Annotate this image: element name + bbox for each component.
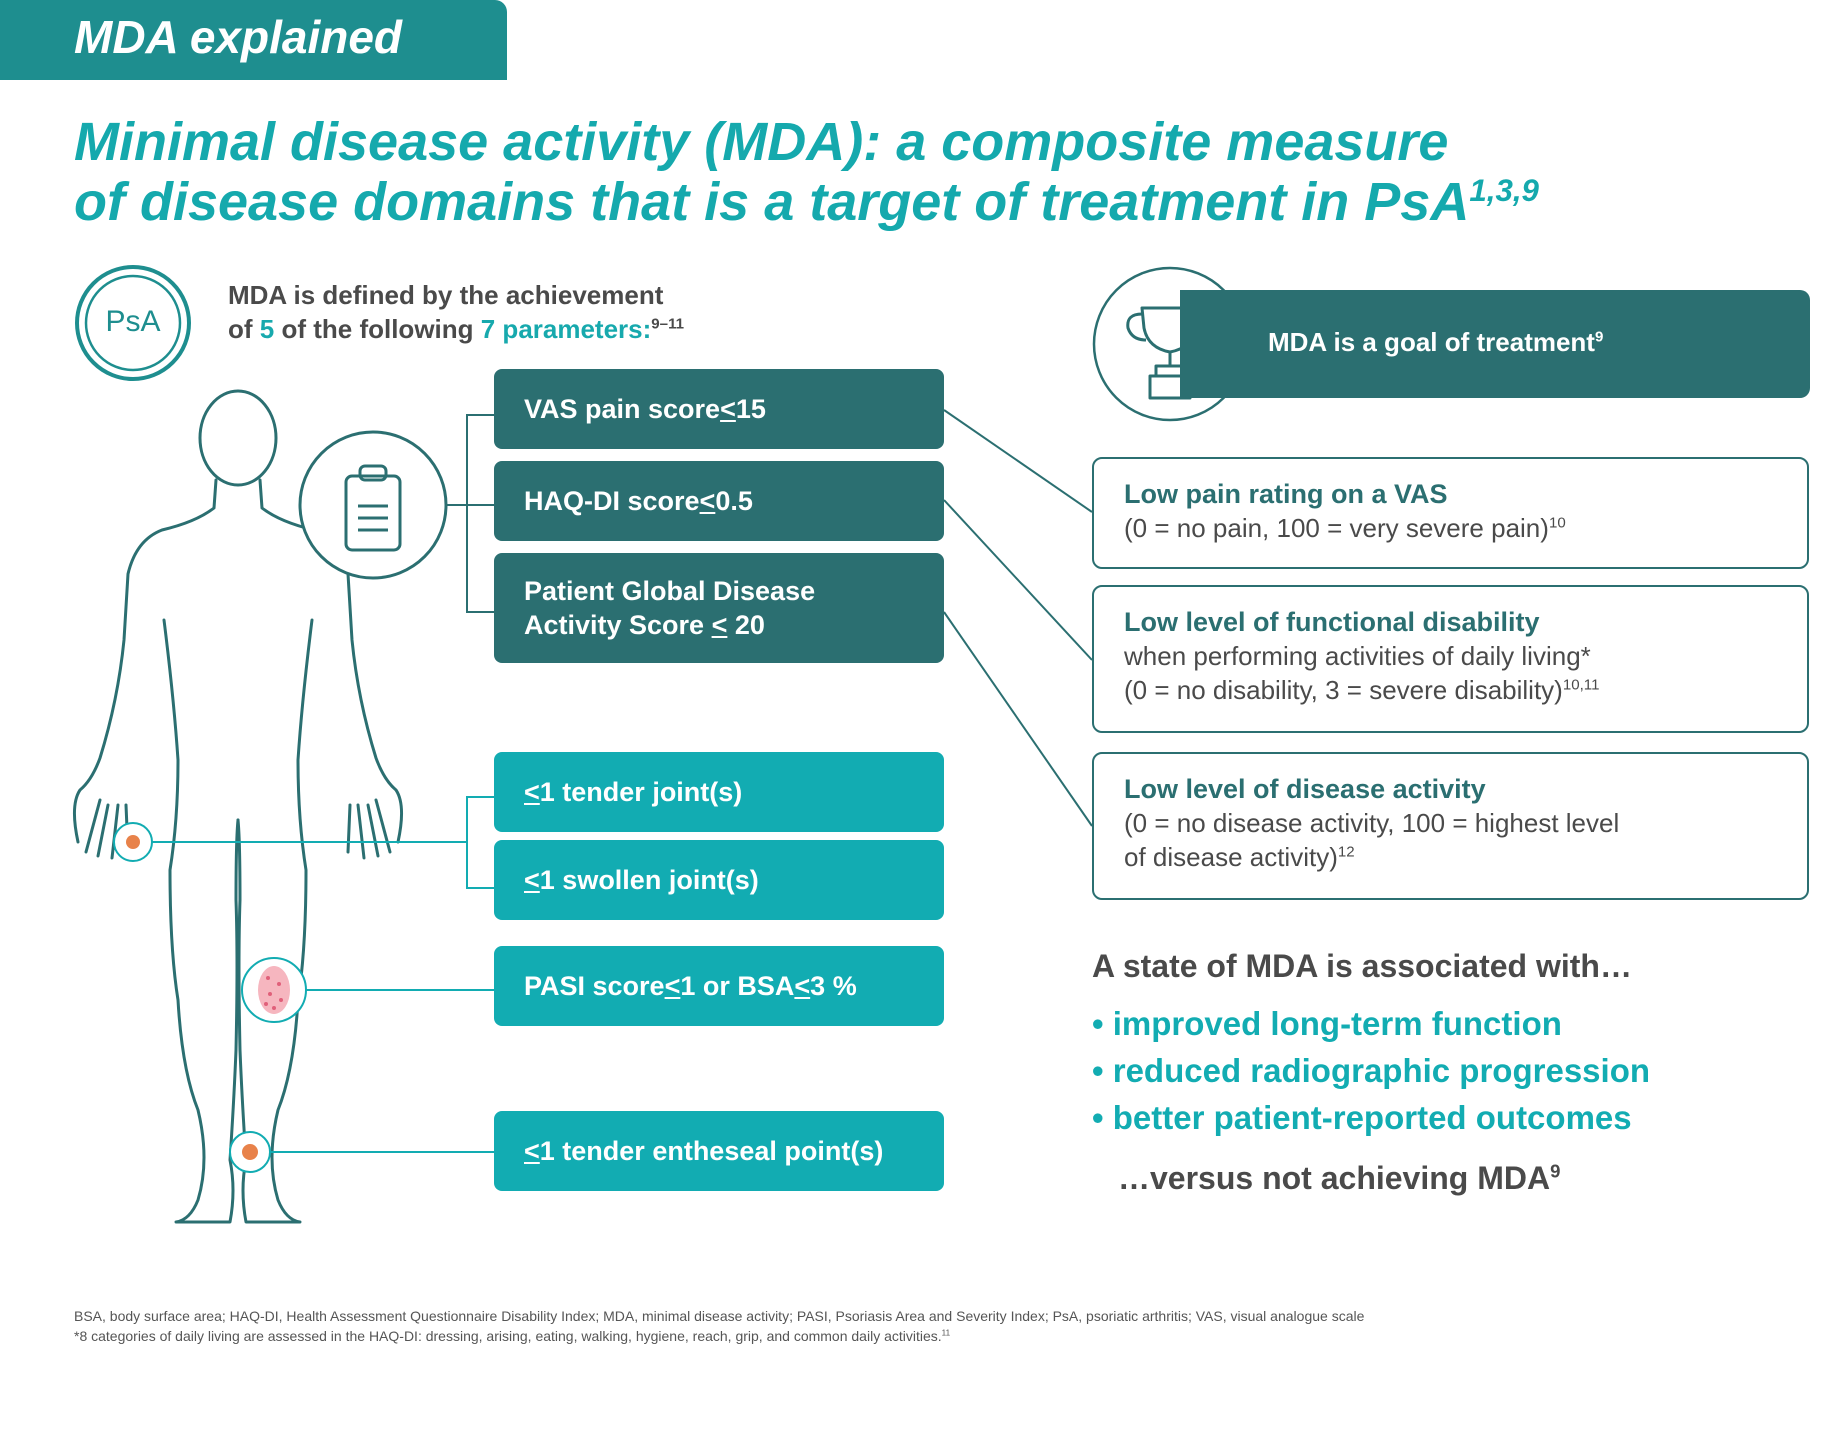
param-mid: 1 or BSA xyxy=(680,971,795,1001)
outcome-function: Low level of functional disability when … xyxy=(1092,585,1809,733)
outcome-disease-activity: Low level of disease activity (0 = no di… xyxy=(1092,752,1809,900)
bullet-radiographic-progression: • reduced radiographic progression xyxy=(1092,1052,1651,1089)
outcome-title: Low level of functional disability xyxy=(1124,607,1540,637)
outcome-desc-line-2-text: (0 = no disability, 3 = severe disabilit… xyxy=(1124,675,1563,705)
param-value: 1 tender entheseal point(s) xyxy=(539,1136,884,1166)
clipboard-icon xyxy=(344,464,402,552)
bullet-long-term-function: • improved long-term function xyxy=(1092,1005,1562,1042)
footnote-note: *8 categories of daily living are assess… xyxy=(74,1328,950,1344)
goal-text: MDA is a goal of treatment9 xyxy=(1268,327,1603,358)
title-line-2: of disease domains that is a target of t… xyxy=(74,172,1539,232)
title-line-2-text: of disease domains that is a target of t… xyxy=(74,172,1470,232)
param-label: Activity Score xyxy=(524,610,712,640)
param-label: HAQ-DI score xyxy=(524,486,700,516)
param-tender-joints: < 1 tender joint(s) xyxy=(494,752,944,832)
param-value: 3 % xyxy=(810,971,857,1001)
leq-symbol: < xyxy=(524,1136,540,1166)
footnote-abbreviations: BSA, body surface area; HAQ-DI, Health A… xyxy=(74,1308,1365,1324)
footnote-note-ref: 11 xyxy=(941,1328,951,1338)
param-value: 0.5 xyxy=(715,486,753,516)
intro-line-2b: of the following xyxy=(274,314,481,344)
param-value: 1 swollen joint(s) xyxy=(539,865,759,895)
param-patient-global: Patient Global Disease Activity Score < … xyxy=(494,553,944,663)
leq-symbol: < xyxy=(524,865,540,895)
param-label: VAS pain score xyxy=(524,394,721,424)
bracket-top xyxy=(446,414,494,613)
association-closing-text: …versus not achieving MDA xyxy=(1118,1160,1551,1196)
param-label-line-1: Patient Global Disease xyxy=(524,576,816,606)
goal-bar xyxy=(1180,290,1810,398)
intro-line-2: of 5 of the following 7 parameters:9–11 xyxy=(228,312,684,346)
outcome-title: Low level of disease activity xyxy=(1124,774,1486,804)
page-title: Minimal disease activity (MDA): a compos… xyxy=(74,112,1539,232)
param-vas-pain: VAS pain score < 15 xyxy=(494,369,944,449)
body-outline xyxy=(73,389,403,1224)
leq-symbol: < xyxy=(699,486,716,516)
skin-patch-dots xyxy=(264,976,283,1010)
param-entheseal: < 1 tender entheseal point(s) xyxy=(494,1111,944,1191)
intro-refs: 9–11 xyxy=(651,315,685,333)
outcome-desc-line-1: (0 = no disease activity, 100 = highest … xyxy=(1124,808,1620,838)
outcome-desc-line-1: when performing activities of daily livi… xyxy=(1124,641,1591,671)
param-value: 20 xyxy=(727,610,765,640)
intro-count-7: 7 parameters: xyxy=(480,314,652,344)
goal-ref: 9 xyxy=(1594,328,1604,346)
param-label-line-2: Activity Score < 20 xyxy=(524,608,815,642)
diagonal-connectors xyxy=(943,409,1093,827)
outcome-ref: 10,11 xyxy=(1562,676,1600,694)
leq-symbol-2: < xyxy=(794,971,811,1001)
leq-symbol: < xyxy=(711,610,728,640)
header-banner xyxy=(0,0,507,80)
outcome-desc-line-2: of disease activity)12 xyxy=(1124,840,1777,874)
title-refs: 1,3,9 xyxy=(1469,173,1539,208)
psa-badge-label: PsA xyxy=(105,305,161,338)
outcome-ref: 12 xyxy=(1337,843,1355,861)
intro-count-5: 5 xyxy=(259,314,275,344)
param-value: 1 tender joint(s) xyxy=(539,777,743,807)
intro-text: MDA is defined by the achievement of 5 o… xyxy=(228,278,684,346)
association-closing-ref: 9 xyxy=(1550,1160,1561,1182)
intro-line-2a: of xyxy=(228,314,260,344)
association-title: A state of MDA is associated with… xyxy=(1092,948,1632,984)
leq-symbol: < xyxy=(524,777,540,807)
outcome-title: Low pain rating on a VAS xyxy=(1124,479,1448,509)
outcome-pain: Low pain rating on a VAS (0 = no pain, 1… xyxy=(1092,457,1809,569)
param-patient-global-text: Patient Global Disease Activity Score < … xyxy=(524,574,815,642)
param-pasi-bsa: PASI score < 1 or BSA < 3 % xyxy=(494,946,944,1026)
leq-symbol: < xyxy=(664,971,681,1001)
outcome-desc: (0 = no pain, 100 = very severe pain)10 xyxy=(1124,511,1777,545)
enthesis-dot xyxy=(242,1144,258,1160)
psa-badge-outer xyxy=(75,265,191,381)
psa-badge-inner xyxy=(84,274,182,372)
param-swollen-joints: < 1 swollen joint(s) xyxy=(494,840,944,920)
outcome-ref: 10 xyxy=(1548,514,1566,532)
hand-joint-dot xyxy=(126,835,140,849)
intro-line-1: MDA is defined by the achievement xyxy=(228,280,664,310)
bullet-patient-reported-outcomes: • better patient-reported outcomes xyxy=(1092,1099,1632,1136)
goal-label: MDA is a goal of treatment xyxy=(1268,327,1595,357)
footnote-note-text: *8 categories of daily living are assess… xyxy=(74,1328,942,1344)
outcome-desc-line-2: (0 = no disability, 3 = severe disabilit… xyxy=(1124,673,1777,707)
header-label: MDA explained xyxy=(74,11,403,63)
outcome-desc-line-2-text: of disease activity) xyxy=(1124,842,1338,872)
title-line-1: Minimal disease activity (MDA): a compos… xyxy=(74,112,1449,172)
param-label: PASI score xyxy=(524,971,665,1001)
leq-symbol: < xyxy=(720,394,736,424)
association-closing: …versus not achieving MDA9 xyxy=(1118,1160,1560,1197)
param-value: 15 xyxy=(735,394,766,424)
param-haq-di: HAQ-DI score < 0.5 xyxy=(494,461,944,541)
bracket-joints xyxy=(150,796,494,889)
outcome-desc-line-1: (0 = no pain, 100 = very severe pain) xyxy=(1124,513,1549,543)
